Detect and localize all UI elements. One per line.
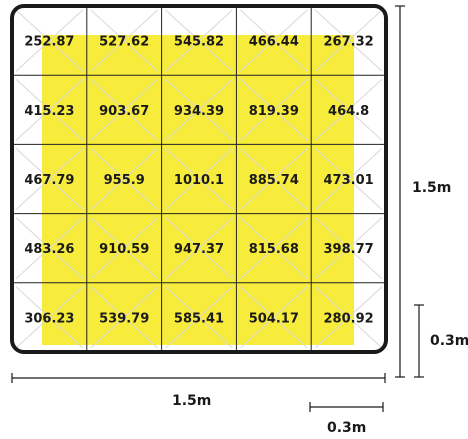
cell-diagonal: [314, 148, 383, 210]
cell-value: 934.39: [174, 104, 224, 119]
cell-diagonal: [240, 217, 308, 280]
cell-value: 527.62: [99, 35, 149, 50]
cell-diagonal: [314, 286, 383, 349]
cell-diagonals: [15, 9, 383, 349]
cell-value: 473.01: [324, 173, 374, 188]
cell-diagonal: [15, 148, 84, 210]
cell-diagonal: [165, 78, 233, 141]
cell-value: 415.23: [24, 104, 74, 119]
cell-diagonal: [240, 78, 308, 141]
cell-value: 306.23: [24, 311, 74, 326]
cell-diagonal: [90, 148, 158, 210]
cell-value: 539.79: [99, 311, 149, 326]
cell-diagonal: [90, 78, 158, 141]
room-border: [10, 4, 388, 354]
cell-value: 819.39: [249, 104, 299, 119]
cell-diagonal: [314, 78, 383, 141]
cell-diagonal: [15, 217, 84, 280]
cell-value: 504.17: [249, 311, 299, 326]
cell-value: 903.67: [99, 104, 149, 119]
cell-value: 1010.1: [174, 173, 224, 188]
cell-diagonal: [165, 148, 233, 210]
cell-diagonal: [165, 217, 233, 280]
cell-value: 483.26: [24, 242, 74, 257]
cell-value: 885.74: [249, 173, 299, 188]
cell-value: 280.92: [324, 311, 374, 326]
cell-width-dimension: 0.3m: [309, 402, 384, 436]
cell-value: 466.44: [249, 35, 299, 50]
cell-value: 815.68: [249, 242, 299, 257]
cell-value: 955.9: [104, 173, 145, 188]
cell-height-dimension: 0.3m: [414, 304, 468, 378]
cell-value: 252.87: [24, 35, 74, 50]
cell-diagonal: [15, 286, 84, 349]
cell-diagonal: [240, 148, 308, 210]
height-dimension: 1.5m: [395, 5, 451, 378]
cell-diagonal: [15, 78, 84, 141]
cell-diagonal: [90, 286, 158, 349]
width-dimension: 1.5m: [11, 373, 386, 409]
cell-diagonal: [240, 286, 308, 349]
cell-value: 467.79: [24, 173, 74, 188]
cell-values: 252.87 527.62 545.82 466.44 267.32 415.23 903.…: [24, 35, 373, 327]
cell-diagonal: [90, 9, 158, 72]
cell-diagonal: [314, 217, 383, 280]
cell-width-label: 0.3m: [327, 420, 366, 436]
height-label: 1.5m: [412, 180, 451, 196]
cell-diagonal: [15, 9, 84, 72]
cell-value: 267.32: [324, 35, 374, 50]
cell-value: 545.82: [174, 35, 224, 50]
cell-diagonal: [90, 217, 158, 280]
cell-height-label: 0.3m: [430, 333, 468, 349]
cell-diagonal: [240, 9, 308, 72]
cell-value: 464.8: [328, 104, 369, 119]
cell-value: 947.37: [174, 242, 224, 257]
grid-lines: [12, 6, 386, 352]
cell-diagonal: [165, 286, 233, 349]
cell-value: 585.41: [174, 311, 224, 326]
cell-diagonal: [165, 9, 233, 72]
cell-value: 398.77: [324, 242, 374, 257]
cell-value: 910.59: [99, 242, 149, 257]
cell-diagonal: [314, 9, 383, 72]
width-label: 1.5m: [172, 393, 211, 409]
highlight-zone: [42, 35, 354, 345]
